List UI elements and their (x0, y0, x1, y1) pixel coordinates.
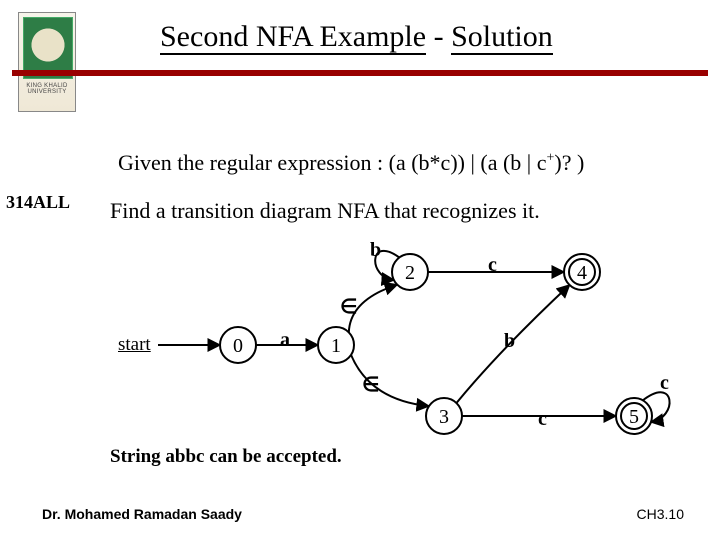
nfa-diagram: 0 1 2 3 4 5 (0, 0, 720, 540)
edge-label: b (370, 239, 381, 262)
state-node: 4 (564, 254, 600, 290)
svg-text:5: 5 (629, 406, 639, 428)
page-number: CH3.10 (637, 506, 684, 522)
svg-text:0: 0 (233, 335, 243, 357)
state-node: 2 (392, 254, 428, 290)
edge-label: c (660, 372, 669, 395)
svg-text:4: 4 (577, 262, 587, 284)
state-node: 1 (318, 327, 354, 363)
edge-label: c (488, 254, 497, 277)
svg-text:3: 3 (439, 406, 449, 428)
edge-label: ∈ (362, 372, 379, 397)
author-footer: Dr. Mohamed Ramadan Saady (42, 506, 242, 522)
edge-label: a (280, 329, 290, 352)
state-node: 3 (426, 398, 462, 434)
edge-label: b (504, 330, 515, 353)
start-label: start (118, 334, 151, 356)
edge-label: ∈ (340, 294, 357, 319)
state-node: 5 (616, 398, 652, 434)
state-node: 0 (220, 327, 256, 363)
accepted-string-note: String abbc can be accepted. (110, 446, 342, 468)
svg-text:1: 1 (331, 335, 341, 357)
edge-label: c (538, 408, 547, 431)
svg-text:2: 2 (405, 262, 415, 284)
